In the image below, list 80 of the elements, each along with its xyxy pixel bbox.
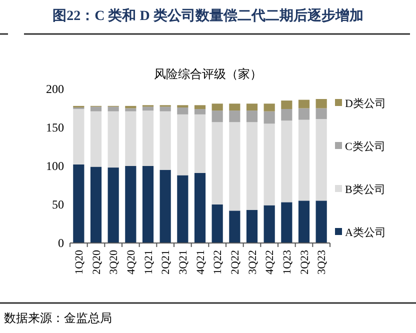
x-tick-label: 1Q23 [282,250,294,274]
bar [212,110,223,122]
legend-label: C类公司 [345,140,386,153]
bar [177,114,188,176]
x-tick-label: 1Q22 [212,250,224,274]
x-tick-label: 3Q21 [178,250,190,274]
x-tick-label: 1Q21 [142,250,155,274]
bar [177,175,188,243]
bar [142,110,154,166]
bar [316,119,327,201]
chart-title: 图22：C 类和 D 类公司数量偿二代二期后逐步增加 [52,7,364,24]
bar [246,104,258,111]
bar [194,105,206,110]
bar [108,168,119,243]
bar [194,172,206,243]
y-tick-label: 200 [46,82,64,96]
bar [177,107,188,114]
x-tick-label: 1Q20 [74,250,86,274]
bar [264,124,275,206]
bar [264,104,275,112]
x-tick-label: 4Q20 [126,250,138,274]
bar [229,210,240,243]
bar [125,106,136,108]
bar [90,111,102,167]
y-tick-label: 50 [52,198,64,212]
bar [160,106,171,112]
bar [212,104,223,111]
bar [142,106,154,111]
bar [281,109,292,121]
bar [298,100,310,108]
bar [90,166,102,243]
x-tick-label: 3Q20 [108,250,120,274]
x-tick-label: 2Q21 [160,250,172,274]
bar [281,202,292,243]
bar [298,108,310,120]
bar [125,111,136,166]
chart-subtitle: 风险综合评级（家） [154,67,262,81]
bar [160,170,171,243]
x-tick-label: 3Q23 [316,250,328,274]
bar [194,109,206,114]
bar [246,210,258,243]
y-tick-label: 150 [46,120,64,134]
bar [246,110,258,122]
legend-label: D类公司 [345,97,386,110]
x-tick-label: 3Q22 [246,250,259,274]
bar [229,122,240,211]
bar [142,166,154,243]
source-note: 数据来源：金监总局 [4,311,112,325]
bar [229,110,240,122]
bar [264,205,275,243]
x-tick-label: 4Q22 [264,250,276,274]
legend-label: A类公司 [345,226,386,239]
bar [194,114,206,173]
legend-label: B类公司 [345,183,386,196]
bar [298,200,310,243]
bar [281,120,292,202]
bar [73,164,84,243]
bar [125,108,136,112]
bar [108,106,119,112]
bar [316,108,327,120]
bar [160,111,171,170]
bar [108,111,119,168]
bar [281,100,292,110]
bar [229,104,240,111]
bar [212,204,223,243]
bar [264,111,275,124]
bar [246,122,258,210]
x-tick-label: 4Q21 [194,250,207,274]
y-tick-label: 100 [46,159,64,173]
y-tick-label: 0 [58,236,64,250]
bar [212,122,223,204]
bar [90,106,102,112]
bar [298,120,310,201]
bar [316,99,327,108]
x-tick-label: 2Q22 [230,250,242,274]
bar [73,109,84,164]
bar [316,200,327,243]
x-tick-label: 2Q20 [90,250,103,274]
x-tick-label: 2Q23 [298,250,311,274]
bar [125,166,136,243]
